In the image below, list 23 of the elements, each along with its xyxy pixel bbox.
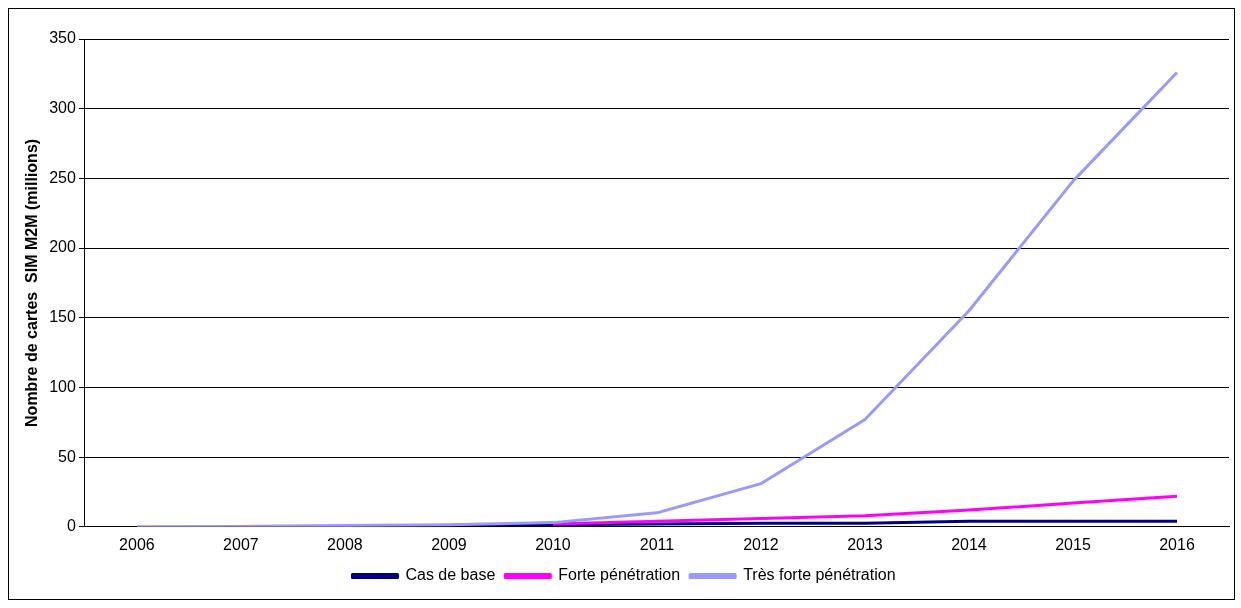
y-tick-label: 200 (49, 238, 76, 256)
x-tick-label: 2013 (847, 535, 883, 553)
x-tick-label: 2007 (223, 535, 259, 553)
x-tick-label: 2012 (743, 535, 779, 553)
x-tick-label: 2010 (535, 535, 571, 553)
y-tick-label: 100 (49, 377, 76, 395)
legend-label: Forte pénétration (558, 566, 681, 584)
x-tick-label: 2014 (951, 535, 987, 553)
legend-label: Cas de base (405, 566, 496, 584)
y-tick-label: 50 (58, 447, 76, 465)
x-tick-label: 2016 (1159, 535, 1195, 553)
x-tick-label: 2011 (639, 535, 675, 553)
x-tick-label: 2015 (1055, 535, 1091, 553)
x-tick-label: 2008 (327, 535, 363, 553)
y-tick-label: 300 (49, 99, 76, 117)
legend-label: Très forte pénétration (743, 566, 896, 584)
y-axis-title: Nombre de cartes SIM M2M (millions) (23, 138, 41, 427)
x-tick-label: 2006 (119, 535, 155, 553)
x-tick-label: 2009 (431, 535, 467, 553)
y-tick-label: 0 (66, 517, 76, 535)
y-tick-label: 350 (49, 29, 76, 47)
y-tick-label: 150 (49, 308, 76, 326)
y-tick-label: 250 (49, 168, 76, 186)
